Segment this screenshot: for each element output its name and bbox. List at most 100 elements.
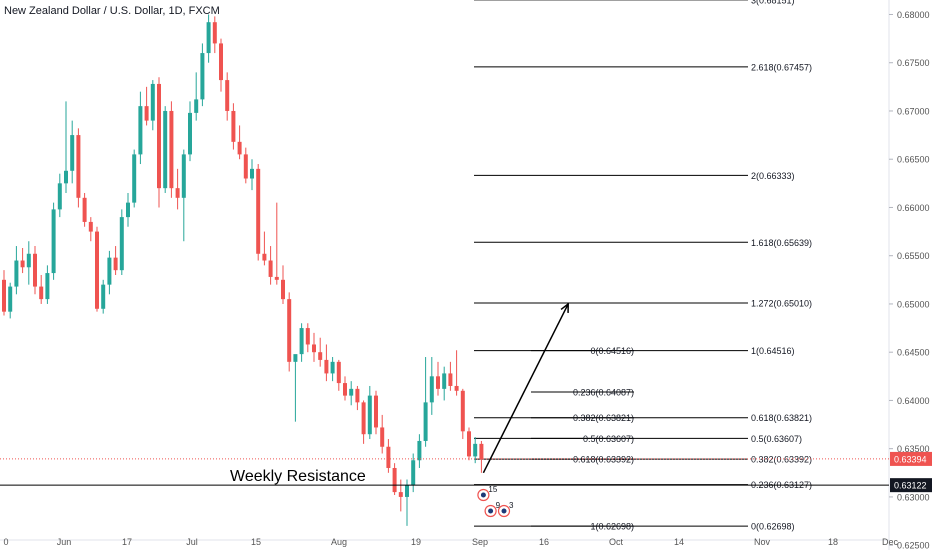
- candle-body: [132, 154, 137, 203]
- candle-body: [312, 344, 316, 353]
- x-tick-label: Nov: [754, 537, 771, 547]
- y-tick-label: 0.67000: [897, 106, 930, 116]
- candle-body: [188, 112, 192, 155]
- candle-body: [349, 388, 354, 396]
- support-line-label: Weekly Resistance: [230, 468, 366, 485]
- candle-body: [169, 110, 174, 189]
- candle-body: [442, 373, 447, 389]
- fib-retracement-label: 0.236(0.64087): [573, 388, 634, 398]
- support-price-tag-text: 0.63122: [894, 481, 927, 491]
- fib-extension-label: 2(0.66333): [751, 171, 795, 181]
- x-tick-label: 16: [539, 537, 549, 547]
- x-tick-label: Dec: [882, 537, 899, 547]
- candle-body: [429, 376, 434, 403]
- candle-body: [51, 209, 56, 274]
- event-count-label: 9: [496, 501, 501, 510]
- event-count-label: 3: [509, 501, 514, 510]
- candle-body: [268, 260, 273, 277]
- y-tick-label: 0.63000: [897, 492, 930, 502]
- candle-body: [219, 43, 223, 81]
- event-flag-dot: [488, 508, 494, 514]
- candle-body: [231, 110, 236, 142]
- candle-body: [392, 467, 397, 493]
- candle-body: [14, 260, 19, 287]
- y-tick-label: 0.66500: [897, 155, 930, 165]
- y-tick-label: 0.67500: [897, 58, 930, 68]
- candle-body: [206, 22, 211, 54]
- candle-body: [163, 110, 168, 189]
- fibonacci-levels: 3(0.68151) 2.618(0.67457) 2(0.66333) 1.618(…: [474, 0, 812, 532]
- x-tick-label: Jul: [186, 537, 198, 547]
- candle-body: [26, 253, 31, 268]
- time-axis[interactable]: 0 Jun 17 Jul 15 Aug 19 Sep 16 Oct 14 Nov 18 Dec: [3, 537, 898, 547]
- candle-body: [423, 402, 428, 441]
- fib-extension-label: 2.618(0.67457): [751, 62, 812, 72]
- x-tick-label: 0: [3, 537, 8, 547]
- y-tick-label: 0.64000: [897, 396, 930, 406]
- candle-body: [138, 106, 143, 155]
- candle-body: [250, 168, 254, 179]
- candle-body: [237, 141, 242, 155]
- price-axis[interactable]: 0.68000 0.67500 0.67000 0.66500 0.66000 0.655…: [889, 10, 930, 550]
- candle-body: [8, 286, 13, 312]
- x-tick-label: 15: [251, 537, 261, 547]
- candle-body: [225, 80, 230, 111]
- candle-body: [374, 395, 378, 428]
- candle-body: [194, 99, 199, 113]
- x-tick-label: 14: [674, 537, 684, 547]
- candle-body: [107, 257, 112, 285]
- candle-body: [150, 83, 155, 121]
- current-price-tag-text: 0.63394: [894, 454, 927, 464]
- x-tick-label: Sep: [472, 537, 488, 547]
- candle-body: [212, 22, 217, 44]
- grid: [0, 0, 890, 550]
- candle-body: [39, 286, 44, 300]
- candle-body: [175, 188, 180, 198]
- fib-extension-label: 1(0.64516): [751, 346, 795, 356]
- arrow-head: [560, 302, 569, 313]
- fib-extension-label: 0.5(0.63607): [751, 434, 802, 444]
- candle-body: [330, 361, 335, 374]
- candle-body: [82, 197, 87, 222]
- x-tick-label: 18: [828, 537, 838, 547]
- fib-extension-label: 0.618(0.63821): [751, 413, 812, 423]
- fib-retracement-label: 1(0.62698): [590, 522, 634, 532]
- fib-extension-label: 0.382(0.63392): [751, 455, 812, 465]
- y-tick-label: 0.62500: [897, 541, 930, 550]
- candle-body: [281, 279, 285, 300]
- projection-arrow: [482, 303, 569, 474]
- y-tick-label: 0.64500: [897, 348, 930, 358]
- fib-retracement-label: 0.618(0.63392): [573, 455, 634, 465]
- candle-body: [200, 53, 205, 100]
- candle-body: [33, 253, 37, 287]
- candle-body: [343, 383, 347, 396]
- candle-body: [287, 299, 292, 362]
- candle-body: [367, 395, 372, 435]
- candle-body: [448, 373, 453, 386]
- candle-body: [324, 359, 329, 374]
- event-flag-dot: [501, 508, 507, 514]
- candle-body: [45, 273, 50, 300]
- candle-body: [144, 106, 149, 121]
- candle-body: [355, 388, 360, 403]
- candle-body: [473, 443, 478, 457]
- y-tick-label: 0.63500: [897, 444, 930, 454]
- x-tick-label: 17: [122, 537, 132, 547]
- fib-retracement-label: 0(0.64516): [590, 346, 634, 356]
- x-tick-label: Oct: [609, 537, 624, 547]
- candle-body: [76, 135, 81, 198]
- candle-body: [467, 431, 471, 457]
- y-tick-label: 0.66000: [897, 203, 930, 213]
- candle-body: [2, 279, 6, 312]
- event-flag-dot: [480, 492, 486, 498]
- y-tick-label: 0.65500: [897, 251, 930, 261]
- annotations: Weekly Resistance 0.63122 0.63394 15 9 3: [0, 302, 932, 518]
- event-count-label: 15: [488, 485, 497, 494]
- candle-body: [256, 168, 261, 254]
- x-tick-label: Aug: [331, 537, 347, 547]
- candle-body: [361, 402, 366, 435]
- candle-body: [398, 492, 403, 497]
- candle-body: [57, 183, 62, 210]
- candle-body: [405, 485, 409, 497]
